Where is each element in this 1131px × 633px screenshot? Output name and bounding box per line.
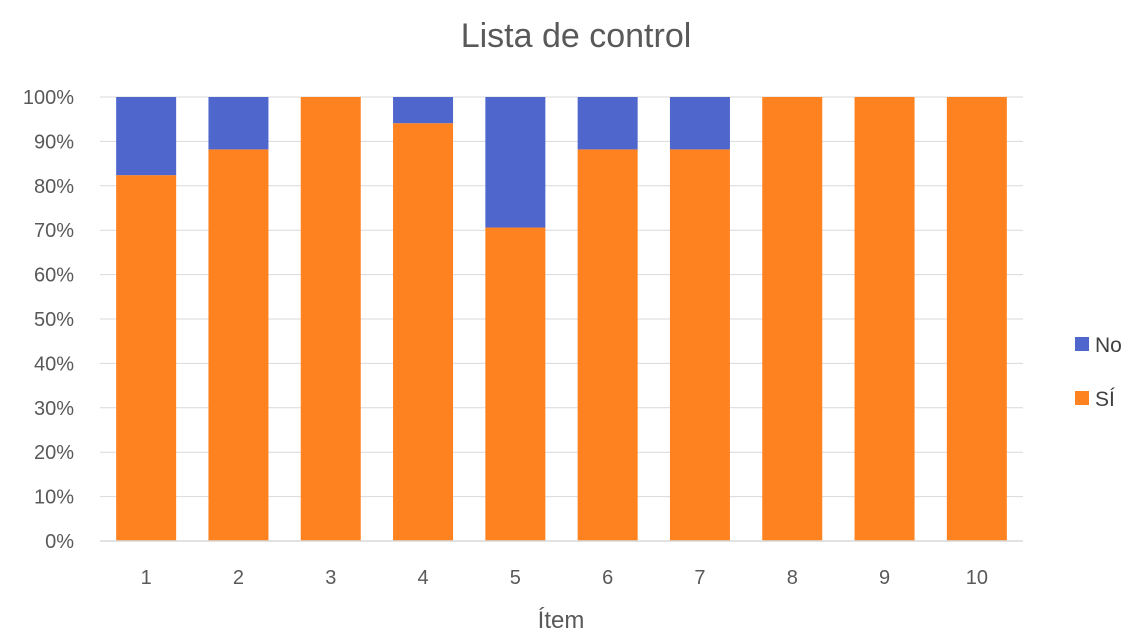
- y-tick-label: 60%: [34, 265, 74, 287]
- bar-segment-s-4: [393, 123, 454, 542]
- legend-label: No: [1095, 334, 1122, 357]
- bar-segment-no-2: [208, 97, 269, 150]
- y-axis-tick-labels: 0% 10% 20% 30% 40% 50% 60% 70% 80% 90% 100%: [23, 87, 74, 553]
- legend-label: SÍ: [1095, 388, 1115, 411]
- bar-segment-s-6: [577, 149, 638, 541]
- legend-swatch: [1075, 337, 1089, 351]
- bar-segment-s-3: [300, 97, 361, 541]
- x-tick-label: 8: [787, 567, 798, 589]
- legend-swatch: [1075, 391, 1089, 405]
- bar-segment-no-4: [393, 97, 454, 124]
- y-tick-label: 20%: [34, 442, 74, 464]
- y-tick-label: 80%: [34, 176, 74, 198]
- bar-segment-s-2: [208, 149, 269, 541]
- bar-segment-no-7: [669, 97, 730, 150]
- y-tick-label: 100%: [23, 87, 74, 109]
- y-tick-label: 10%: [34, 487, 74, 509]
- x-axis-title: Ítem: [538, 607, 585, 633]
- x-tick-label: 7: [694, 567, 705, 589]
- y-tick-label: 30%: [34, 398, 74, 420]
- x-axis-tick-labels: 1 2 3 4 5 6 7 8 9 10: [141, 567, 988, 589]
- x-tick-label: 1: [141, 567, 152, 589]
- bar-segment-s-1: [116, 175, 177, 542]
- bar-segment-s-7: [669, 149, 730, 541]
- bar-segment-s-10: [946, 97, 1007, 541]
- y-tick-label: 40%: [34, 353, 74, 375]
- x-tick-label: 5: [510, 567, 521, 589]
- legend: No SÍ: [1075, 334, 1122, 411]
- bar-segment-no-5: [485, 97, 546, 228]
- bars: [116, 97, 1007, 542]
- bar-segment-no-1: [116, 97, 177, 176]
- y-tick-label: 0%: [45, 531, 74, 553]
- bar-segment-no-6: [577, 97, 638, 150]
- bar-segment-s-5: [485, 227, 546, 541]
- bar-segment-s-8: [762, 97, 823, 541]
- x-tick-label: 10: [966, 567, 988, 589]
- bar-segment-s-9: [854, 97, 915, 541]
- y-tick-label: 70%: [34, 220, 74, 242]
- chart-title: Lista de control: [461, 17, 692, 55]
- y-tick-label: 50%: [34, 309, 74, 331]
- x-tick-label: 9: [879, 567, 890, 589]
- y-tick-label: 90%: [34, 131, 74, 153]
- x-tick-label: 2: [233, 567, 244, 589]
- x-tick-label: 3: [325, 567, 336, 589]
- x-tick-label: 4: [417, 567, 428, 589]
- x-tick-label: 6: [602, 567, 613, 589]
